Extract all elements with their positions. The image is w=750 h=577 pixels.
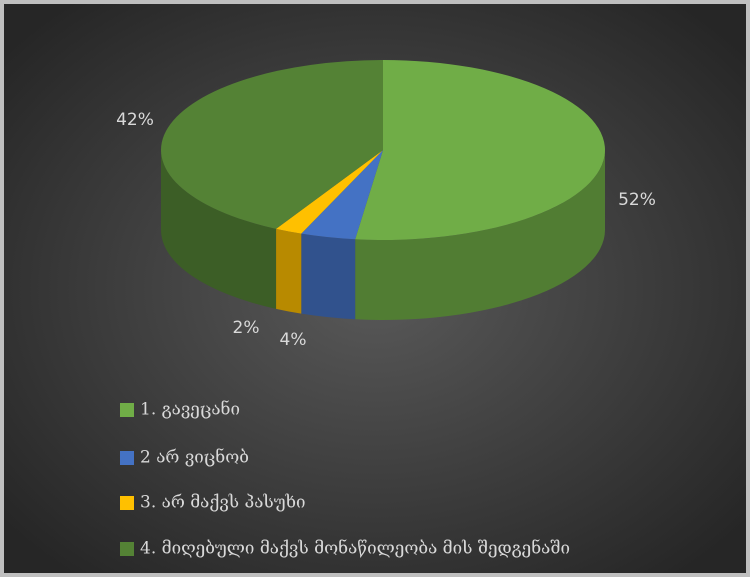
data-label: 52% (618, 190, 656, 210)
data-label: 42% (116, 110, 154, 130)
pie-slice (301, 150, 383, 240)
legend-swatch (120, 403, 134, 417)
legend-label: 4. მიღებული მაქვს მონაწილეობა მის შედგენ… (140, 539, 570, 559)
legend-swatch (120, 542, 134, 556)
pie-side (301, 233, 356, 320)
pie-side (161, 150, 277, 309)
legend-label: 3. არ მაქვს პასუხი (140, 493, 305, 513)
pie-slice (276, 150, 383, 234)
data-label: 2% (233, 318, 260, 338)
pie-slice (355, 60, 605, 240)
data-label: 4% (280, 330, 307, 350)
pie-side (355, 150, 605, 320)
legend-swatch (120, 496, 134, 510)
legend-label: 1. გავეცანი (140, 400, 240, 420)
legend-label: 2 არ ვიცნობ (140, 448, 249, 468)
pie-slice (161, 60, 383, 229)
legend-swatch (120, 451, 134, 465)
pie-side (276, 228, 302, 314)
